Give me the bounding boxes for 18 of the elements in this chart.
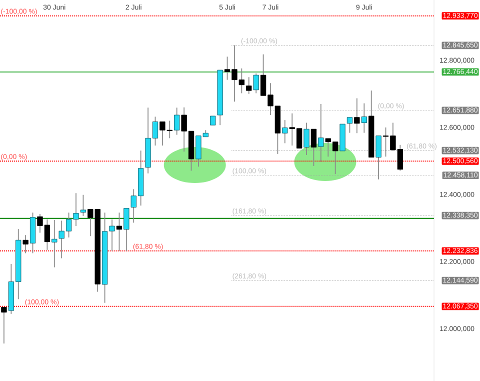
candlestick [246,76,252,94]
candlestick [253,72,259,94]
candlestick [22,234,28,254]
candlestick [376,135,382,180]
candlestick [116,212,122,252]
candlestick [361,102,367,134]
candlestick [346,116,353,134]
candlestick [354,98,360,134]
candlestick [210,116,216,126]
candlestick [80,194,86,216]
candlestick [52,220,58,268]
candlestick [174,107,180,136]
candlestick [124,208,130,252]
candlestick [310,128,317,166]
candlestick [1,306,7,344]
candlestick [318,104,324,162]
candlestick [282,120,288,144]
candlestick [304,122,310,156]
